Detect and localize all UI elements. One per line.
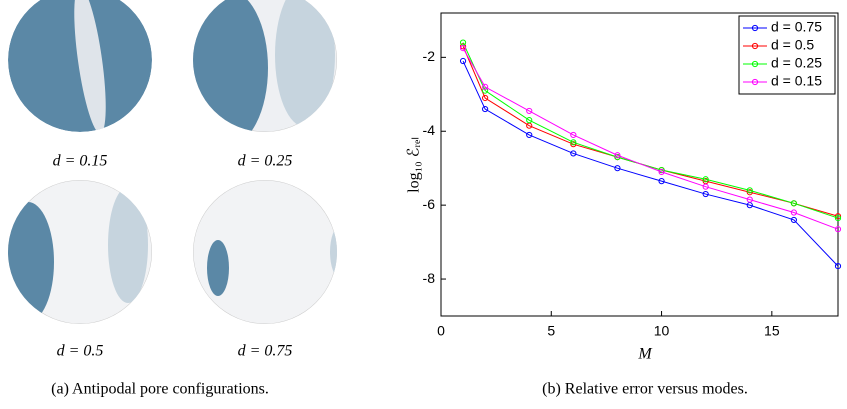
x-tick-label: 10 bbox=[654, 323, 670, 339]
legend-label: d = 0.25 bbox=[771, 55, 822, 71]
marker bbox=[526, 131, 533, 139]
series-line bbox=[462, 47, 839, 230]
y-tick-label: -2 bbox=[423, 48, 436, 64]
x-tick-label: 15 bbox=[764, 323, 780, 339]
sphere-label: d = 0.75 bbox=[238, 343, 293, 360]
marker bbox=[614, 154, 621, 161]
legend-marker bbox=[751, 24, 759, 32]
marker bbox=[614, 152, 621, 159]
marker bbox=[570, 139, 577, 146]
marker bbox=[459, 57, 467, 65]
y-axis-label: log₁₀ ℰᵣₑₗ bbox=[406, 137, 423, 193]
sphere-label: d = 0.25 bbox=[238, 153, 293, 170]
x-tick-label: 0 bbox=[437, 323, 445, 339]
caption: (a) Antipodal pore configurations. bbox=[51, 381, 269, 398]
marker bbox=[834, 263, 842, 270]
plot-frame bbox=[440, 12, 839, 317]
marker bbox=[790, 216, 797, 224]
x-axis-label: M bbox=[637, 346, 653, 363]
sphere-label: d = 0.15 bbox=[53, 153, 108, 170]
marker bbox=[834, 214, 842, 222]
marker bbox=[746, 187, 753, 194]
marker bbox=[570, 150, 577, 157]
legend-box bbox=[738, 15, 836, 95]
marker bbox=[482, 105, 489, 113]
sphere-label: d = 0.5 bbox=[57, 343, 104, 360]
marker bbox=[570, 131, 577, 139]
marker bbox=[658, 168, 665, 175]
marker bbox=[658, 178, 665, 185]
marker bbox=[459, 45, 467, 52]
marker bbox=[834, 213, 842, 220]
y-tick-label: -8 bbox=[423, 270, 436, 286]
marker bbox=[790, 200, 797, 207]
legend-marker bbox=[751, 60, 759, 68]
y-tick-label: -4 bbox=[423, 122, 436, 138]
legend-label: d = 0.5 bbox=[771, 37, 814, 53]
y-tick-label: -6 bbox=[423, 196, 436, 212]
sphere-3 bbox=[8, 180, 152, 324]
legend-marker bbox=[751, 78, 759, 86]
marker bbox=[702, 176, 709, 183]
marker bbox=[614, 165, 621, 172]
marker bbox=[702, 190, 709, 198]
caption: (b) Relative error versus modes. bbox=[542, 381, 748, 398]
marker bbox=[702, 183, 709, 190]
x-tick-label: 5 bbox=[547, 323, 555, 339]
marker bbox=[746, 189, 753, 196]
marker bbox=[570, 141, 577, 148]
legend-label: d = 0.75 bbox=[771, 19, 822, 35]
sphere-4 bbox=[193, 180, 337, 324]
legend-marker bbox=[751, 42, 759, 50]
legend-label: d = 0.15 bbox=[771, 73, 822, 89]
marker bbox=[482, 83, 489, 91]
sphere-1 bbox=[8, 0, 152, 132]
marker bbox=[746, 196, 753, 203]
marker bbox=[834, 226, 842, 233]
sphere-2 bbox=[193, 0, 337, 132]
marker bbox=[526, 117, 533, 124]
marker bbox=[658, 166, 665, 174]
marker bbox=[790, 209, 797, 216]
marker bbox=[482, 94, 489, 102]
marker bbox=[526, 107, 533, 115]
marker bbox=[482, 87, 489, 94]
series-line bbox=[462, 60, 839, 267]
